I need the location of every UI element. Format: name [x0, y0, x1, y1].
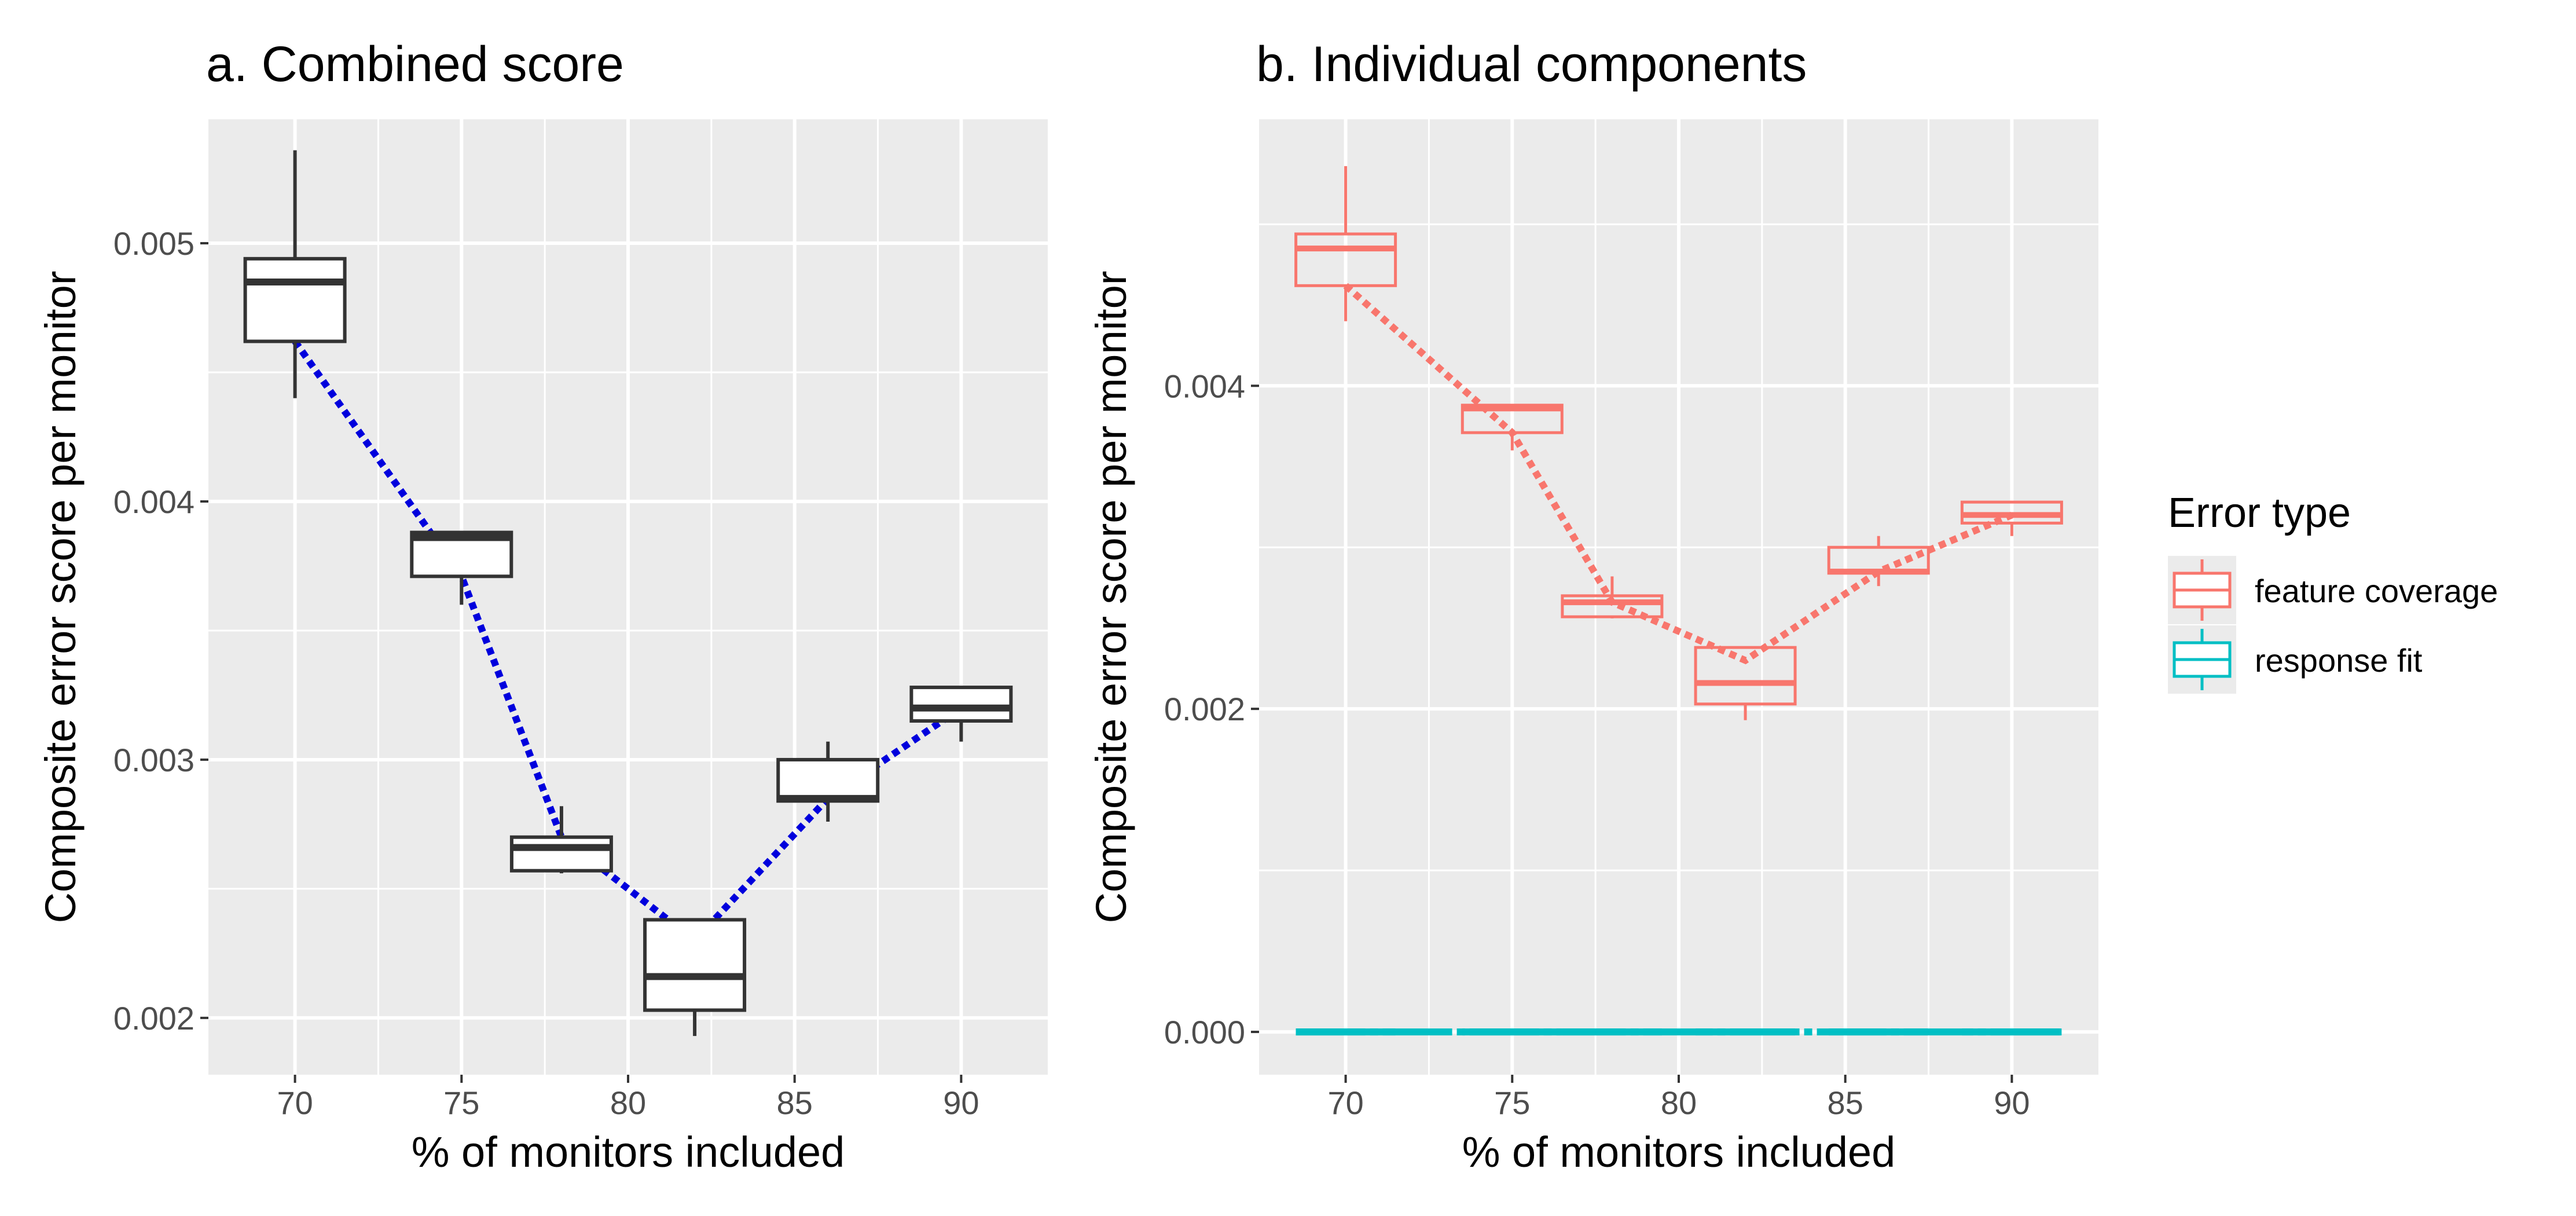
box-feature-coverage-82 [1694, 646, 1797, 720]
panel-individual-components: b. Individual components 70 75 80 85 90 0.00… [1087, 36, 2098, 1176]
box-feature-coverage-70 [1294, 166, 1397, 321]
box-82 [643, 918, 747, 1036]
panel-a-title: a. Combined score [206, 36, 624, 92]
box-body [776, 757, 880, 803]
x-tick-label: 90 [1994, 1085, 2030, 1121]
box-70 [243, 150, 347, 398]
box-90 [909, 686, 1013, 742]
y-tick-label: 0.004 [1164, 368, 1245, 404]
x-tick-label: 75 [1494, 1085, 1530, 1121]
box-body [509, 835, 613, 873]
panel-a-y-axis-title: Composite error score per monitor [36, 271, 85, 924]
box-body [1461, 404, 1564, 434]
box-78 [509, 806, 613, 874]
box-feature-coverage-78 [1561, 576, 1664, 618]
panel-a-y-axis: 0.002 0.003 0.004 0.005 [113, 225, 208, 1036]
box-feature-coverage-86 [1827, 536, 1930, 587]
y-tick-label: 0.004 [113, 484, 195, 520]
legend-label: feature coverage [2255, 573, 2498, 609]
x-tick-label: 80 [1661, 1085, 1697, 1121]
box-75 [410, 530, 513, 605]
box-86 [776, 741, 880, 822]
x-tick-label: 75 [443, 1085, 479, 1121]
panel-b-y-axis: 0.000 0.002 0.004 [1164, 368, 1259, 1050]
panel-b-x-axis-title: % of monitors included [1462, 1128, 1896, 1176]
y-tick-label: 0.003 [113, 742, 195, 778]
panel-a-x-axis-title: % of monitors included [412, 1128, 845, 1176]
panel-a-x-axis: 70 75 80 85 90 [277, 1075, 979, 1121]
panel-b-x-axis: 70 75 80 85 90 [1327, 1075, 2030, 1121]
box-body [909, 686, 1013, 723]
panel-b-y-axis-title: Composite error score per monitor [1087, 271, 1135, 924]
y-tick-label: 0.005 [113, 225, 195, 262]
x-tick-label: 70 [1327, 1085, 1363, 1121]
y-tick-label: 0.000 [1164, 1014, 1245, 1050]
box-body [643, 918, 747, 1012]
legend-entry-response-fit: response fit [2168, 625, 2423, 694]
box-body [243, 257, 347, 343]
x-tick-label: 85 [777, 1085, 813, 1121]
legend: Error type feature coverage response fit [2168, 490, 2498, 694]
box-feature-coverage-90 [1960, 500, 2063, 536]
panel-b-title: b. Individual components [1256, 36, 1807, 92]
legend-entries: feature coverage response fit [2168, 556, 2498, 694]
x-tick-label: 90 [943, 1085, 979, 1121]
box-body [1561, 594, 1664, 618]
box-body [1694, 646, 1797, 706]
panel-combined-score: a. Combined score 70 75 80 85 90 0.0020.0030… [36, 36, 1048, 1176]
x-tick-label: 80 [610, 1085, 646, 1121]
box-feature-coverage-75 [1461, 404, 1564, 450]
x-tick-label: 70 [277, 1085, 313, 1121]
legend-label: response fit [2255, 642, 2423, 679]
legend-entry-feature-coverage: feature coverage [2168, 556, 2498, 624]
x-tick-label: 85 [1828, 1085, 1863, 1121]
y-tick-label: 0.002 [113, 1000, 195, 1036]
legend-title: Error type [2168, 490, 2351, 536]
panel-a-boxes [243, 150, 1013, 1036]
panel-b-boxes [1294, 166, 2063, 1036]
box-body [1294, 232, 1397, 287]
y-tick-label: 0.002 [1164, 691, 1245, 727]
